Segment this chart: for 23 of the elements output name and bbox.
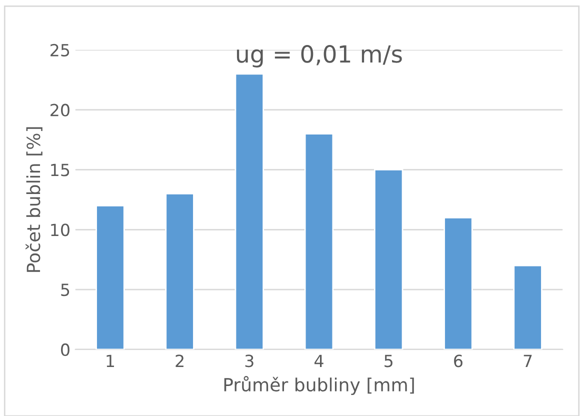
x-tick-label: 4 [314,354,324,367]
x-tick-label: 2 [176,354,184,367]
x-tick-label: 3 [245,354,254,368]
y-tick-label: 15 [51,164,70,176]
bar [165,192,194,350]
y-tick-label: 0 [61,343,70,356]
bar [513,264,542,350]
x-tick-label: 1 [106,354,114,367]
y-axis-title: Počet bublin [%] [26,127,42,272]
y-tick-label: 10 [51,224,70,236]
x-tick-label: 6 [454,354,462,368]
y-tick-label: 25 [50,44,70,56]
x-tick-label: 5 [384,354,392,368]
bar [374,169,404,350]
bar [96,204,125,350]
chart-title: ug = 0,01 m/s [236,45,402,68]
y-tick-label: 20 [50,104,70,116]
bar [444,216,473,350]
y-tick-label: 5 [61,284,70,296]
bar [304,133,334,350]
bar [234,73,264,350]
x-tick-label: 7 [524,354,532,367]
x-axis-title: Průměr bubliny [mm] [224,376,414,396]
